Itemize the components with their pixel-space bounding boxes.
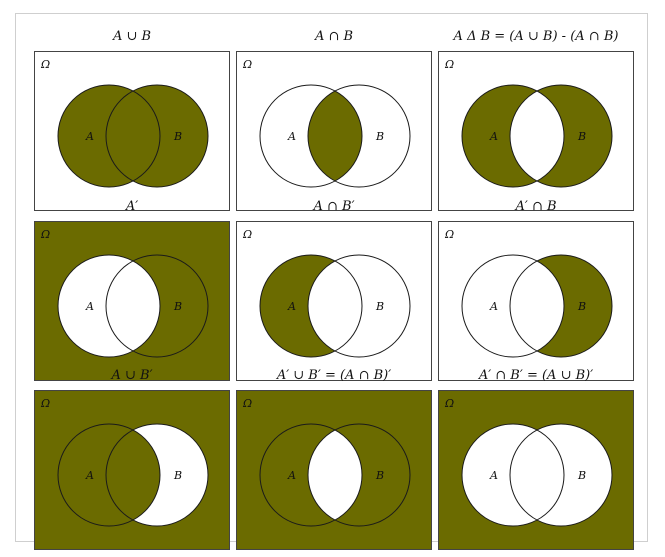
region-intersection	[308, 85, 362, 187]
set-a-label: A	[489, 130, 498, 143]
set-b-label: B	[173, 130, 182, 143]
circle-b-outline	[509, 84, 613, 188]
universe-label: Ω	[40, 397, 50, 410]
venn-panel: Ω A B	[236, 390, 432, 550]
set-b-label: B	[375, 130, 384, 143]
venn-panel: Ω A B	[438, 390, 634, 550]
venn-title: A ∪ B′	[111, 368, 153, 383]
circle-a-outline	[259, 423, 363, 527]
region-intersection	[308, 255, 362, 357]
circle-a-outline	[461, 423, 565, 527]
venn-title: A′ ∪ B′ = (A ∩ B)′	[276, 368, 392, 383]
set-a-label: A	[287, 300, 296, 313]
universe-border	[34, 51, 230, 211]
venn-cell-9: A′ ∩ B′ = (A ∪ B)′ Ω A B	[438, 365, 634, 550]
region-intersection	[106, 85, 160, 187]
venn-cell-4: A′ Ω A B	[34, 196, 230, 381]
universe-label: Ω	[242, 58, 252, 71]
universe-label: Ω	[242, 228, 252, 241]
venn-cell-8: A′ ∪ B′ = (A ∩ B)′ Ω A B	[236, 365, 432, 550]
circle-a-outline	[461, 84, 565, 188]
universe-border	[438, 221, 634, 381]
region-intersection	[106, 255, 160, 357]
set-a-label: A	[489, 300, 498, 313]
circle-b-outline	[105, 423, 209, 527]
venn-cell-1: A ∪ B Ω A B	[34, 26, 230, 211]
universe-border	[34, 221, 230, 381]
set-a-label: A	[287, 469, 296, 482]
universe-border	[34, 390, 230, 550]
universe-border	[236, 51, 432, 211]
universe-border	[438, 51, 634, 211]
region-intersection	[106, 424, 160, 526]
universe-label: Ω	[444, 397, 454, 410]
venn-cell-7: A ∪ B′ Ω A B	[34, 365, 230, 550]
venn-cell-6: A′ ∩ B Ω A B	[438, 196, 634, 381]
set-b-label: B	[577, 469, 586, 482]
circle-b-outline	[509, 423, 613, 527]
set-a-label: A	[287, 130, 296, 143]
circle-a-outline	[259, 84, 363, 188]
venn-panel: Ω A B	[34, 390, 230, 550]
universe-border	[236, 390, 432, 550]
universe-border	[438, 390, 634, 550]
circle-a-outline	[57, 84, 161, 188]
region-intersection	[510, 255, 564, 357]
region-intersection	[510, 424, 564, 526]
venn-panel: Ω A B	[34, 221, 230, 381]
venn-title: A′ ∩ B	[515, 199, 557, 214]
region-intersection	[510, 85, 564, 187]
universe-label: Ω	[40, 228, 50, 241]
venn-title: A ∪ B	[112, 29, 152, 44]
universe-label: Ω	[444, 58, 454, 71]
venn-title: A ∩ B′	[313, 199, 355, 214]
venn-panel: Ω A B	[34, 51, 230, 211]
venn-cell-2: A ∩ B Ω A B	[236, 26, 432, 211]
set-b-label: B	[577, 300, 586, 313]
set-a-label: A	[85, 469, 94, 482]
venn-title: A ∩ B	[314, 29, 354, 44]
set-b-label: B	[577, 130, 586, 143]
set-a-label: A	[85, 130, 94, 143]
venn-cell-5: A ∩ B′ Ω A B	[236, 196, 432, 381]
circle-a-outline	[259, 254, 363, 358]
circle-a-outline	[461, 254, 565, 358]
universe-label: Ω	[444, 228, 454, 241]
circle-b-outline	[307, 84, 411, 188]
set-a-label: A	[489, 469, 498, 482]
circle-b-outline	[307, 423, 411, 527]
venn-panel: Ω A B	[236, 221, 432, 381]
venn-panel: Ω A B	[438, 51, 634, 211]
set-b-label: B	[173, 469, 182, 482]
universe-border	[236, 221, 432, 381]
set-b-label: B	[375, 300, 384, 313]
venn-cell-3: A Δ B = (A ∪ B) - (A ∩ B) Ω A B	[438, 26, 634, 211]
venn-panel: Ω A B	[236, 51, 432, 211]
universe-label: Ω	[242, 397, 252, 410]
set-b-label: B	[375, 469, 384, 482]
venn-title: A Δ B = (A ∪ B) - (A ∩ B)	[453, 29, 619, 44]
venn-title: A′ ∩ B′ = (A ∪ B)′	[478, 368, 594, 383]
circle-a-outline	[57, 423, 161, 527]
circle-b-outline	[105, 254, 209, 358]
region-intersection	[308, 424, 362, 526]
set-a-label: A	[85, 300, 94, 313]
set-b-label: B	[173, 300, 182, 313]
venn-panel: Ω A B	[438, 221, 634, 381]
venn-title: A′	[125, 199, 139, 214]
circle-a-outline	[57, 254, 161, 358]
circle-b-outline	[509, 254, 613, 358]
circle-b-outline	[105, 84, 209, 188]
universe-label: Ω	[40, 58, 50, 71]
circle-b-outline	[307, 254, 411, 358]
